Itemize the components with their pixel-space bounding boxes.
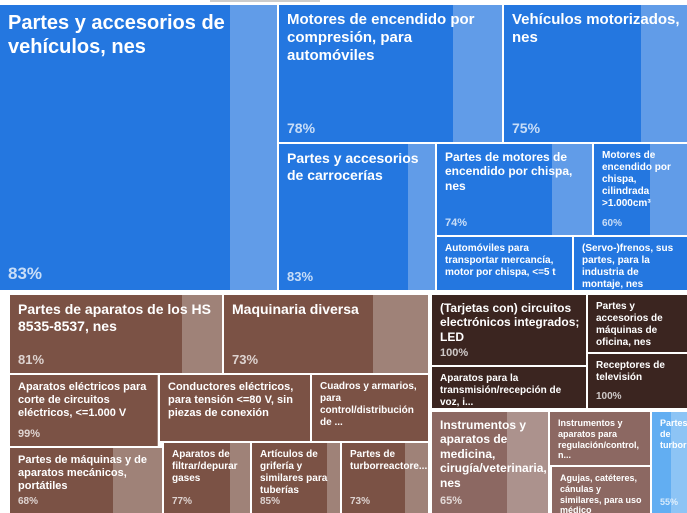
tile-label: Partes de aparatos de los HS 8535-8537, … [18, 301, 211, 334]
tile-label: Partes de máquinas y de aparatos mecánic… [18, 454, 147, 493]
share-bar [326, 443, 340, 513]
share-bar [230, 443, 250, 513]
tile: 100% (Tarjetas con) circuitos electrónico… [432, 295, 586, 365]
tile: 73% Maquinaria diversa [224, 295, 428, 373]
tile-label: Motores de encendido por chispa, cilindr… [602, 150, 671, 209]
tile: 73% Partes de turborreactore... [342, 443, 428, 513]
tile-label: Aparatos eléctricos para corte de circui… [18, 381, 147, 420]
tile: Agujas, catéteres, cánulas y similares, … [552, 467, 650, 513]
tile: Partes y accesorios de máquinas de ofici… [588, 295, 687, 352]
tile-label: Partes y accesorios de vehículos, nes [8, 12, 225, 58]
share-label: 100% [596, 391, 622, 402]
tile: Conductores eléctricos, para tensión <=8… [160, 375, 310, 441]
tile: 83% Partes y accesorios de vehículos, nes [0, 5, 277, 290]
share-label: 74% [445, 217, 468, 229]
tile-label: Partes y accesorios de carrocerías [287, 150, 419, 183]
tile-label: (Servo-)frenos, sus partes, para la indu… [582, 243, 674, 290]
share-label: 81% [18, 352, 45, 367]
tile: 100% Receptores de televisión [588, 354, 687, 408]
share-label: 85% [260, 496, 281, 507]
tile: 81% Partes de aparatos de los HS 8535-853… [10, 295, 222, 373]
tile: Aparatos para la transmisión/recepción d… [432, 367, 586, 408]
tile-label: Vehículos motorizados, nes [512, 11, 680, 46]
tile: 85% Artículos de grifería y similares par… [252, 443, 340, 513]
share-label: 83% [287, 269, 314, 284]
share-bar [641, 5, 687, 142]
tile-label: Partes de motores de encendido por chisp… [445, 150, 573, 193]
tile-label: Cuadros y armarios, para control/distrib… [320, 381, 417, 428]
tile-label: Automóviles para transportar mercancía, … [445, 243, 556, 278]
share-label: 75% [512, 120, 541, 136]
share-bar [671, 412, 687, 513]
tile: 68% Partes de máquinas y de aparatos mecá… [10, 448, 162, 513]
tile: 74% Partes de motores de encendido por ch… [437, 144, 592, 235]
tile-label: Agujas, catéteres, cánulas y similares, … [560, 473, 642, 513]
share-label: 68% [18, 496, 39, 507]
tile-label: Aparatos de filtrar/depurar gases [172, 449, 238, 484]
share-bar [181, 295, 222, 373]
tile: Cuadros y armarios, para control/distrib… [312, 375, 428, 441]
tile: Instrumentos y aparatos para regulación/… [550, 412, 650, 465]
share-bar [156, 375, 158, 446]
share-bar [408, 144, 435, 290]
tile-label: Motores de encendido por compresión, par… [287, 11, 475, 64]
tile: 75% Vehículos motorizados, nes [504, 5, 687, 142]
tile: 77% Aparatos de filtrar/depurar gases [164, 443, 250, 513]
tile-label: Instrumentos y aparatos para regulación/… [558, 418, 640, 461]
share-label: 78% [287, 120, 316, 136]
share-label: 83% [8, 264, 43, 283]
share-bar [551, 144, 592, 235]
share-bar [113, 448, 162, 513]
tile-label: Artículos de grifería y similares para t… [260, 449, 328, 496]
tile-label: Conductores eléctricos, para tensión <=8… [168, 381, 294, 420]
share-bar [229, 5, 277, 290]
tile: 65% Instrumentos y aparatos de medicina, … [432, 412, 548, 513]
tile: Automóviles para transportar mercancía, … [437, 237, 572, 290]
tile: 60% Motores de encendido por chispa, cili… [594, 144, 687, 235]
share-bar [649, 144, 687, 235]
share-label: 100% [440, 347, 469, 359]
tile-label: (Tarjetas con) circuitos electrónicos in… [440, 301, 580, 344]
share-bar [452, 5, 502, 142]
share-label: 55% [660, 497, 679, 507]
tile-label: Receptores de televisión [596, 360, 665, 383]
tile: 83% Partes y accesorios de carrocerías [279, 144, 435, 290]
tile-label: Maquinaria diversa [232, 301, 359, 317]
tile-label: Partes de turbor [660, 418, 687, 450]
share-label: 73% [232, 352, 259, 367]
tile-label: Partes y accesorios de máquinas de ofici… [596, 301, 663, 348]
share-label: 73% [350, 496, 371, 507]
tile-label: Partes de turborreactore... [350, 449, 428, 472]
tile-label: Instrumentos y aparatos de medicina, cir… [440, 418, 547, 490]
tile: 99% Aparatos eléctricos para corte de cir… [10, 375, 158, 446]
share-bar [404, 443, 428, 513]
tile: 78% Motores de encendido por compresión, … [279, 5, 502, 142]
tile: 55% Partes de turbor [652, 412, 687, 513]
tile-label: Aparatos para la transmisión/recepción d… [440, 373, 562, 408]
share-bar [507, 412, 548, 513]
share-label: 99% [18, 428, 41, 440]
share-bar [372, 295, 428, 373]
share-label: 65% [440, 495, 463, 507]
tile: (Servo-)frenos, sus partes, para la indu… [574, 237, 687, 290]
share-label: 60% [602, 218, 623, 229]
top-rule [210, 0, 320, 2]
share-label: 77% [172, 496, 193, 507]
